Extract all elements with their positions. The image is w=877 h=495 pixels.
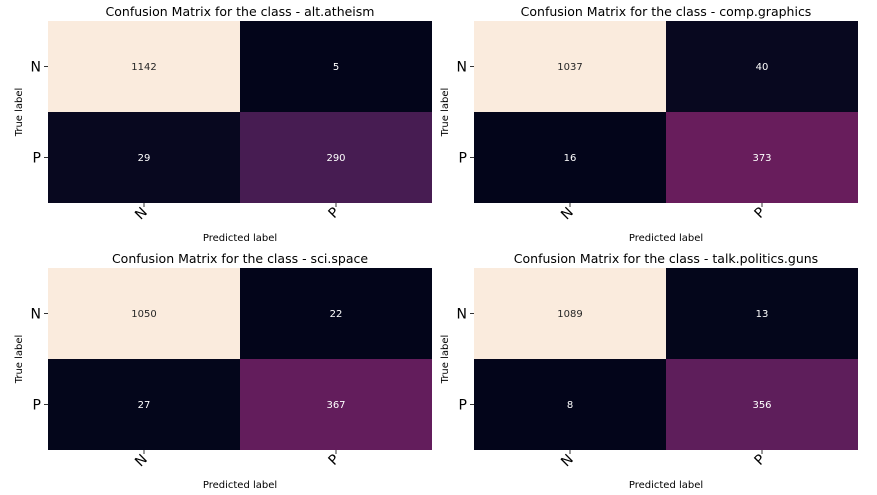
cell-value-label: 22 — [330, 309, 343, 320]
y-tick-label: N — [31, 60, 41, 76]
x-axis-label: Predicted label — [203, 480, 277, 491]
chart-title: Confusion Matrix for the class - alt.ath… — [106, 4, 375, 19]
chart-panel: Confusion Matrix for the class - comp.gr… — [440, 4, 858, 244]
heatmap-cell — [48, 268, 240, 359]
chart-title: Confusion Matrix for the class - talk.po… — [514, 251, 818, 266]
cell-value-label: 290 — [326, 153, 345, 164]
chart-panel: Confusion Matrix for the class - talk.po… — [440, 251, 858, 491]
y-axis-label: True label — [440, 88, 451, 138]
y-tick-label: P — [459, 151, 467, 167]
heatmap-cell — [474, 21, 666, 112]
chart-panel: Confusion Matrix for the class - alt.ath… — [14, 4, 432, 244]
cell-value-label: 13 — [756, 309, 769, 320]
cell-value-label: 373 — [752, 153, 771, 164]
heatmap-cell — [240, 359, 432, 450]
x-tick-label: P — [752, 205, 769, 222]
cell-value-label: 8 — [567, 400, 573, 411]
heatmap-cell — [474, 112, 666, 203]
x-tick-label: P — [752, 452, 769, 469]
chart-title: Confusion Matrix for the class - sci.spa… — [112, 251, 368, 266]
x-axis-label: Predicted label — [629, 233, 703, 244]
x-axis-label: Predicted label — [203, 233, 277, 244]
chart-panel: Confusion Matrix for the class - sci.spa… — [14, 251, 432, 491]
y-axis-label: True label — [14, 88, 25, 138]
heatmap-cell — [666, 359, 858, 450]
heatmap-cell — [48, 112, 240, 203]
cell-value-label: 1050 — [131, 309, 156, 320]
cell-value-label: 1142 — [131, 62, 156, 73]
cell-value-label: 367 — [326, 400, 345, 411]
cell-value-label: 27 — [138, 400, 151, 411]
cell-value-label: 1089 — [557, 309, 582, 320]
heatmap-cell — [240, 268, 432, 359]
y-tick-label: P — [459, 398, 467, 414]
x-tick-label: N — [132, 205, 151, 224]
chart-title: Confusion Matrix for the class - comp.gr… — [521, 4, 812, 19]
heatmap-cell — [666, 21, 858, 112]
heatmap-cell — [666, 112, 858, 203]
y-tick-label: N — [457, 307, 467, 323]
x-axis-label: Predicted label — [629, 480, 703, 491]
heatmap-cell — [240, 21, 432, 112]
x-tick-label: P — [326, 205, 343, 222]
x-tick-label: N — [132, 452, 151, 471]
heatmap-cell — [48, 21, 240, 112]
cell-value-label: 29 — [138, 153, 151, 164]
heatmap-cell — [48, 359, 240, 450]
heatmap-cell — [666, 268, 858, 359]
x-tick-label: N — [558, 205, 577, 224]
x-tick-label: P — [326, 452, 343, 469]
y-tick-label: P — [33, 398, 41, 414]
y-tick-label: N — [457, 60, 467, 76]
y-tick-label: P — [33, 151, 41, 167]
heatmap-cell — [474, 359, 666, 450]
cell-value-label: 356 — [752, 400, 771, 411]
cell-value-label: 40 — [756, 62, 769, 73]
cell-value-label: 1037 — [557, 62, 582, 73]
cell-value-label: 16 — [564, 153, 577, 164]
y-tick-label: N — [31, 307, 41, 323]
x-tick-label: N — [558, 452, 577, 471]
cell-value-label: 5 — [333, 62, 339, 73]
heatmap-cell — [474, 268, 666, 359]
y-axis-label: True label — [440, 335, 451, 385]
y-axis-label: True label — [14, 335, 25, 385]
heatmap-cell — [240, 112, 432, 203]
